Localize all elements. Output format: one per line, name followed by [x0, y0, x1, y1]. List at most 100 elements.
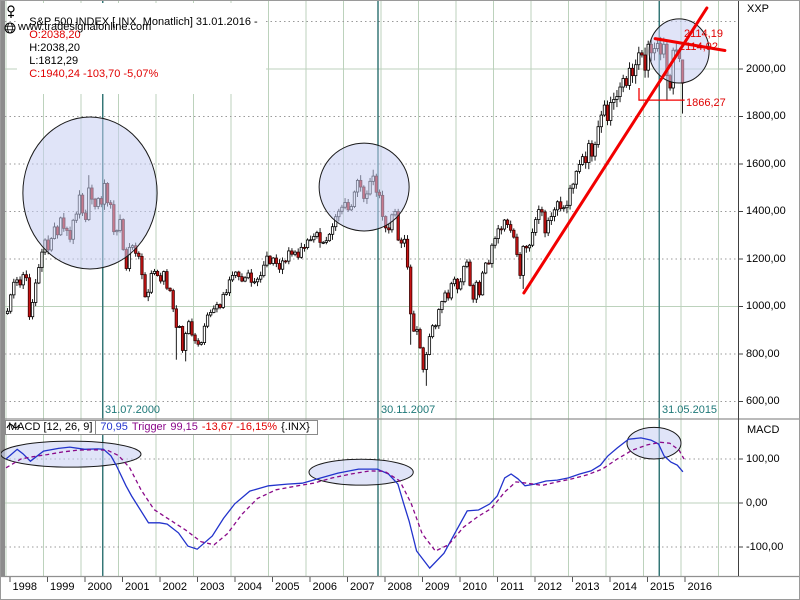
macd-trigger-label: Trigger: [131, 421, 167, 433]
annotation-level-2114-19: 2114,19: [684, 28, 723, 40]
candle: [209, 312, 213, 316]
red-trendline[interactable]: [522, 6, 709, 295]
price-tick-label: 800,00: [746, 347, 780, 360]
candle: [212, 308, 216, 313]
highlight-ellipse[interactable]: [22, 116, 158, 270]
candle: [243, 277, 247, 282]
candle: [252, 281, 257, 284]
candle: [34, 282, 38, 303]
candle: [412, 313, 416, 332]
candle: [527, 244, 532, 249]
candle: [327, 233, 332, 242]
highlight-ellipse[interactable]: [318, 142, 410, 232]
candle: [305, 239, 310, 248]
chart-title-bar: S&P 500 INDEX [.INX Monatlich] 31.01.201…: [17, 3, 266, 94]
candle: [234, 271, 238, 276]
candle: [468, 261, 472, 286]
macd-change: -13,67 -16,15%: [201, 421, 278, 433]
macd-indicator-header[interactable]: MACD [12, 26, 9] 70,95 Trigger 99,15 -13…: [5, 420, 318, 435]
red-trendline[interactable]: [653, 37, 727, 52]
candle: [280, 260, 285, 270]
candle: [443, 292, 447, 302]
candle: [321, 241, 325, 244]
candle: [299, 246, 303, 258]
trigger-line[interactable]: [5, 441, 685, 552]
candle: [330, 226, 335, 235]
globe-icon: [4, 22, 16, 34]
candle: [162, 271, 166, 282]
candle: [174, 308, 178, 328]
macd-value: 70,95: [100, 421, 128, 433]
watermark: www.tradesignalonline.com: [18, 21, 152, 33]
candle: [509, 224, 513, 231]
macd-symbol: {.INX}: [281, 421, 310, 433]
candle: [530, 231, 535, 246]
candle: [143, 274, 147, 298]
macd-name: MACD [12, 26, 9]: [7, 421, 97, 434]
candle: [484, 262, 488, 274]
candle: [149, 273, 153, 293]
macd-line[interactable]: [5, 437, 684, 570]
symbol-pin-icon[interactable]: [5, 4, 17, 19]
candle: [187, 321, 191, 334]
date-marker-2015: 31.05.2015: [662, 404, 718, 416]
candle: [474, 281, 478, 300]
candle: [637, 52, 641, 66]
candle: [505, 219, 510, 225]
candle: [177, 326, 182, 328]
price-tick-label: 1200,00: [746, 252, 786, 265]
macd-tick-label: 100,00: [746, 452, 780, 465]
candle: [255, 278, 260, 283]
candle: [618, 86, 622, 97]
year-tick-label: 2012: [537, 581, 562, 593]
price-leader-line[interactable]: [638, 88, 685, 101]
candle: [590, 143, 594, 157]
year-tick-label: 2016: [687, 581, 712, 593]
date-marker-2007: 30.11.2007: [381, 404, 436, 416]
macd-axis-title: MACD: [747, 424, 780, 436]
candle: [293, 251, 297, 255]
corner-label-xxp: XXP: [747, 3, 770, 15]
candle: [612, 99, 616, 103]
candle: [37, 267, 41, 284]
candle: [562, 207, 566, 210]
candle: [587, 143, 591, 163]
candle: [224, 292, 228, 295]
candle: [430, 325, 435, 338]
annotation-level-2114-92: 2114,92: [679, 41, 718, 53]
highlight-ellipse-macd[interactable]: [1, 440, 142, 468]
candle: [277, 263, 282, 270]
candle: [18, 279, 22, 286]
candle: [168, 287, 172, 291]
candle: [302, 246, 307, 249]
candle: [262, 264, 266, 277]
candle: [184, 333, 188, 351]
candle: [477, 281, 482, 296]
candle: [387, 227, 391, 231]
candle: [246, 272, 250, 279]
candle: [190, 321, 194, 336]
macd-trigger-value: 99,15: [170, 421, 198, 433]
candle: [140, 255, 144, 276]
candle: [543, 211, 547, 234]
candle: [409, 266, 413, 315]
candle: [427, 336, 432, 355]
candle: [605, 104, 610, 121]
candle: [596, 126, 600, 145]
candle: [571, 183, 575, 189]
year-tick-label: 2013: [575, 581, 600, 593]
candle: [312, 236, 316, 241]
price-tick-label: 1000,00: [746, 300, 786, 312]
candle: [487, 262, 491, 265]
candle: [290, 250, 294, 255]
year-tick-label: 1999: [50, 581, 75, 593]
candle: [449, 283, 453, 299]
candle: [171, 290, 175, 310]
instrument-title: S&P 500 INDEX [.INX Monatlich] 31.01.201…: [29, 16, 258, 28]
candle: [205, 314, 210, 327]
candle: [259, 275, 263, 280]
candle: [465, 261, 469, 267]
candle: [434, 325, 438, 328]
